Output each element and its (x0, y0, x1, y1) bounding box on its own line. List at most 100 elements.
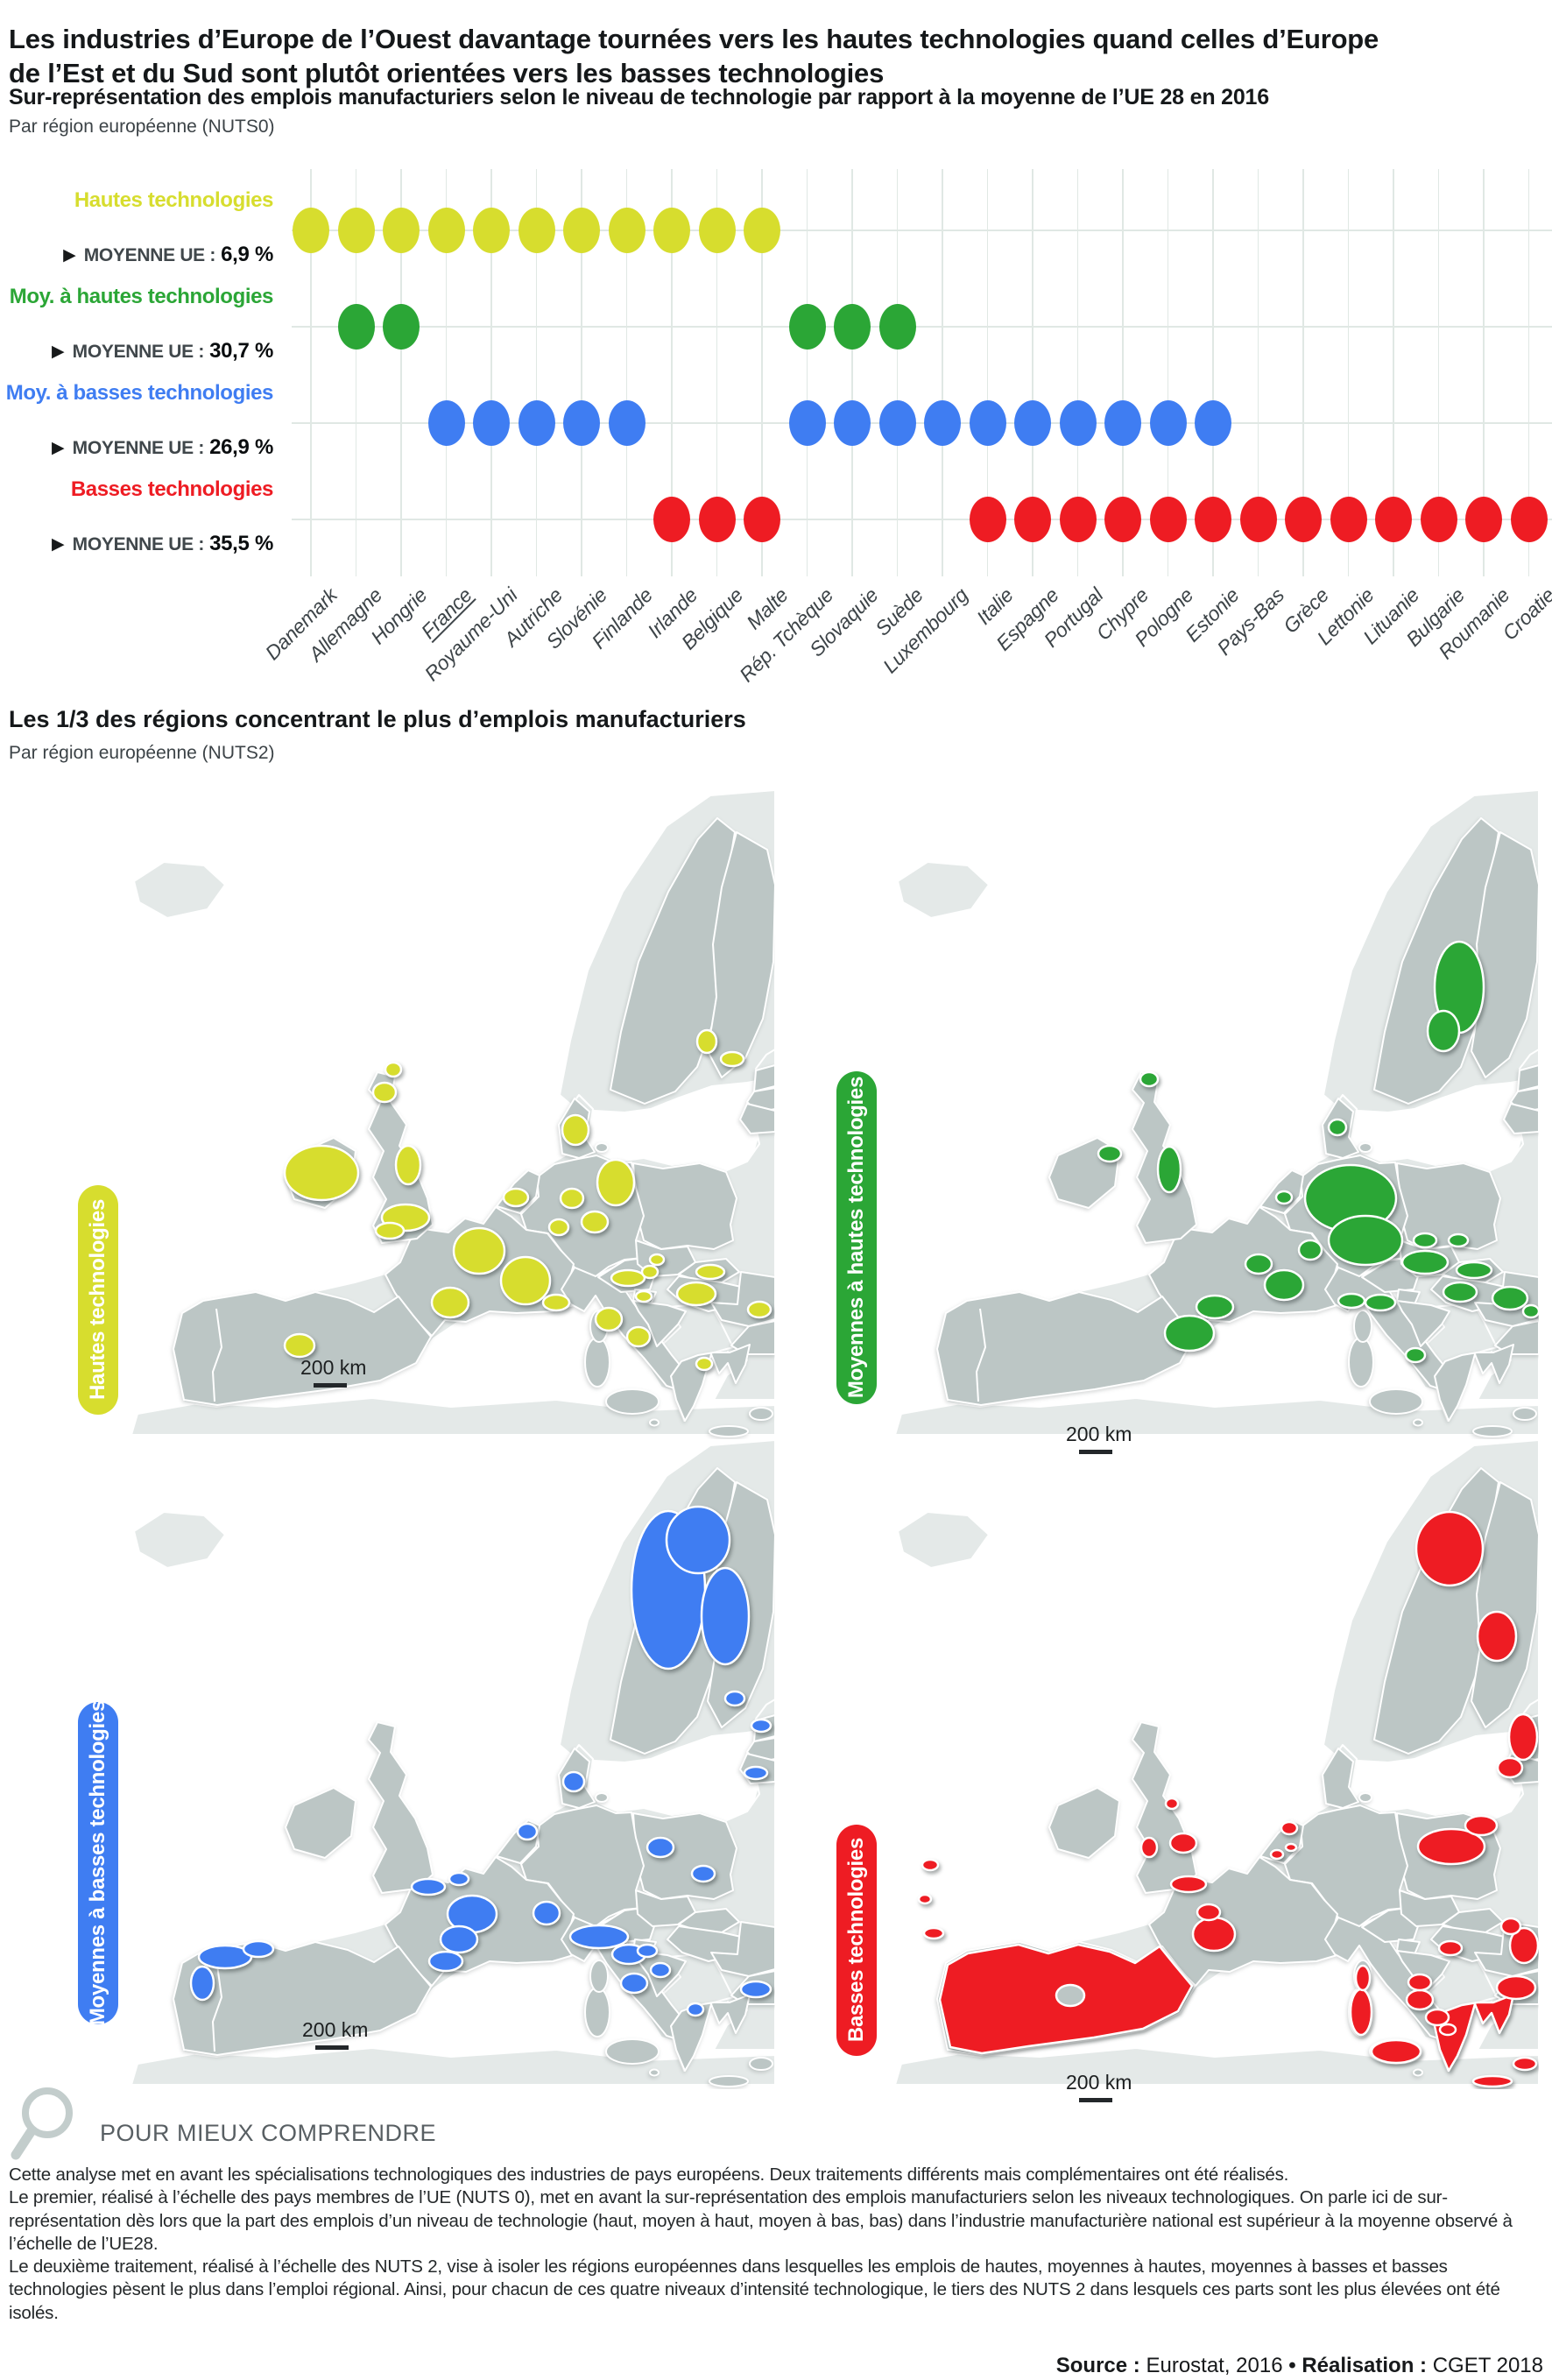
grid-line-vertical (1076, 169, 1079, 576)
grid-line-horizontal (292, 422, 1552, 424)
level-mean: ▶ MOYENNE UE :26,9 % (0, 435, 273, 460)
data-dot-slov-nie (563, 208, 600, 253)
map-legend-label: Moyennes à hautes technologies (844, 1077, 868, 1399)
scale-label: 200 km (300, 1356, 367, 1379)
data-dot-pologne (1149, 497, 1187, 542)
grid-line-vertical (671, 169, 673, 576)
map-basses: Basses technologies 200 km (836, 1437, 1539, 2102)
data-dot-lettonie (1330, 497, 1367, 542)
grid-line-vertical (942, 169, 943, 576)
data-dot-irlande (653, 208, 690, 253)
maps-section-title: Les 1/3 des régions concentrant le plus … (9, 706, 746, 732)
data-dot-chypre (1104, 497, 1141, 542)
data-dot-portugal (1059, 400, 1097, 446)
grid-line-vertical (806, 169, 808, 576)
grid-line-vertical (1527, 169, 1530, 576)
maps-section-subtitle: Par région européenne (NUTS2) (9, 743, 275, 763)
map-scale: 200 km (1066, 1423, 1132, 1454)
data-dot-royaume-uni (473, 400, 510, 446)
level-mean: ▶ MOYENNE UE :6,9 % (0, 243, 273, 267)
data-dot-pologne (1149, 400, 1187, 446)
footer-paragraph: Le premier, réalisé à l’échelle des pays… (9, 2187, 1513, 2254)
data-dot-r-p-tch-que (788, 400, 826, 446)
data-dot-estonie (1195, 497, 1231, 542)
triangle-marker-icon: ▶ (52, 535, 65, 554)
map-scale: 200 km (1066, 2071, 1132, 2102)
scale-label: 200 km (302, 2018, 369, 2041)
data-dot-luxembourg (924, 400, 961, 446)
footer-paragraphs: Cette analyse met en avant les spécialis… (9, 2164, 1545, 2325)
mean-label: MOYENNE UE : (72, 342, 205, 362)
level-label: Basses technologies (70, 477, 274, 501)
map-legend-label: Hautes technologies (86, 1199, 109, 1401)
level-label: Moy. à hautes technologies (9, 285, 274, 308)
grid-line-vertical (1437, 169, 1440, 576)
data-dot-belgique (698, 208, 736, 253)
europe-map (131, 1439, 775, 2087)
data-dot-italie (969, 400, 1006, 446)
data-dot-su-de (878, 304, 916, 350)
magnifier-icon (11, 2087, 73, 2160)
grid-line-horizontal (292, 519, 1552, 520)
grid-line-vertical (1212, 169, 1214, 576)
mean-value: 35,5 % (209, 532, 273, 555)
grid-line-vertical (1302, 169, 1304, 576)
realisation-label: Réalisation : (1302, 2354, 1428, 2377)
footer-kicker: POUR MIEUX COMPRENDRE (100, 2120, 437, 2146)
chart-title: Sur-représentation des emplois manufactu… (9, 85, 1269, 109)
scale-bar (1079, 2098, 1112, 2102)
data-dot-espagne (1014, 400, 1051, 446)
mean-label: MOYENNE UE : (72, 534, 205, 554)
data-dot-hongrie (383, 208, 420, 253)
realisation-value: CGET 2018 (1432, 2354, 1543, 2377)
scale-bar (1079, 1450, 1112, 1454)
grid-line-vertical (1122, 169, 1124, 576)
source-line: Source : Eurostat, 2016 • Réalisation : … (1056, 2354, 1543, 2378)
grid-line-vertical (761, 169, 763, 576)
data-dot-finlande (608, 400, 645, 446)
data-dot-royaume-uni (473, 208, 510, 253)
mean-value: 26,9 % (209, 435, 273, 459)
grid-line-vertical (1032, 169, 1033, 576)
europe-map (894, 789, 1539, 1437)
data-dot-bulgarie (1420, 497, 1457, 542)
triangle-marker-icon: ▶ (52, 343, 65, 361)
data-dot-belgique (698, 497, 736, 542)
grid-line-vertical (445, 169, 448, 576)
map-scale: 200 km (300, 1356, 366, 1388)
europe-map (131, 789, 775, 1437)
data-dot-slov-nie (563, 400, 600, 446)
data-dot-espagne (1014, 497, 1051, 542)
map-legend-label: Basses technologies (844, 1838, 868, 2043)
footer-paragraph: Cette analyse met en avant les spécialis… (9, 2165, 1289, 2185)
triangle-marker-icon: ▶ (63, 246, 76, 265)
data-dot-roumanie (1465, 497, 1502, 542)
map-legend-pill: Basses technologies (836, 1825, 877, 2056)
map-legend-label: Moyennes à basses technologies (86, 1700, 109, 2026)
data-dot-chypre (1104, 400, 1141, 446)
map-moy-hautes: Moyennes à hautes technologies 200 km (836, 787, 1539, 1454)
data-dot-autriche (518, 208, 555, 253)
grid-line-vertical (851, 169, 853, 576)
level-label: Moy. à basses technologies (5, 381, 274, 405)
map-hautes: Hautes technologies 200 km (78, 787, 775, 1439)
page-title: Les industries d’Europe de l’Ouest davan… (9, 23, 1379, 88)
grid-line-vertical (1393, 169, 1394, 576)
grid-line-vertical (581, 169, 582, 576)
highlighted-regions (917, 1510, 1539, 2088)
grid-line-horizontal (292, 230, 1552, 231)
highlighted-regions (283, 1028, 772, 1372)
grid-line-vertical (1257, 169, 1259, 576)
scale-label: 200 km (1066, 2071, 1132, 2094)
grid-line-vertical (355, 169, 357, 576)
highlighted-regions (1097, 940, 1539, 1364)
data-dot-france (427, 208, 465, 253)
grid-line-vertical (1167, 169, 1169, 576)
grid-line-vertical (1347, 169, 1350, 576)
grid-line-vertical (625, 169, 628, 576)
source-label: Source : (1055, 2354, 1140, 2377)
mean-label: MOYENNE UE : (72, 438, 205, 458)
data-dot-allemagne (337, 208, 375, 253)
data-dot-slovaquie (834, 400, 871, 446)
